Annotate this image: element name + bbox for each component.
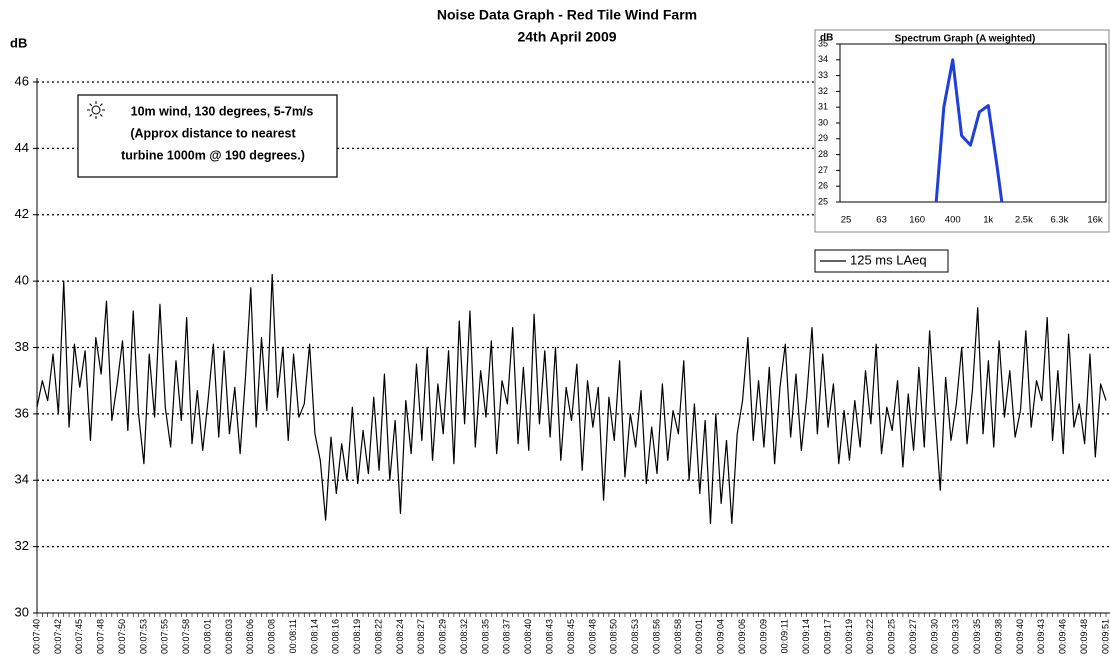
inset-y-tick-label: 29 xyxy=(818,133,828,143)
inset-y-tick-label: 26 xyxy=(818,181,828,191)
y-axis-label: dB xyxy=(10,35,27,50)
inset-y-tick-label: 25 xyxy=(818,196,828,206)
y-tick-label: 36 xyxy=(15,405,29,420)
inset-x-tick-label: 16k xyxy=(1087,215,1103,226)
y-tick-label: 32 xyxy=(15,538,29,553)
x-tick-label: 00:08:32 xyxy=(459,619,469,654)
y-tick-label: 42 xyxy=(15,206,29,221)
x-tick-label: 00:09:38 xyxy=(993,619,1003,654)
x-tick-label: 00:08:19 xyxy=(352,619,362,654)
x-tick-label: 00:08:35 xyxy=(480,619,490,654)
x-tick-label: 00:09:27 xyxy=(908,619,918,654)
inset-x-tick-label: 2.5k xyxy=(1015,215,1033,226)
inset-y-tick-label: 27 xyxy=(818,165,828,175)
x-tick-label: 00:09:43 xyxy=(1036,619,1046,654)
y-tick-label: 44 xyxy=(15,140,29,155)
inset-y-tick-label: 31 xyxy=(818,102,828,112)
x-tick-label: 00:09:30 xyxy=(929,619,939,654)
x-tick-label: 00:09:22 xyxy=(865,619,875,654)
legend-label: 125 ms LAeq xyxy=(850,252,927,267)
sun-ray xyxy=(99,113,103,117)
x-tick-label: 00:08:48 xyxy=(587,619,597,654)
x-tick-label: 00:08:37 xyxy=(502,619,512,654)
x-tick-label: 00:09:19 xyxy=(844,619,854,654)
x-tick-label: 00:08:27 xyxy=(416,619,426,654)
x-tick-label: 00:07:48 xyxy=(96,619,106,654)
sun-ray xyxy=(89,103,93,107)
inset-y-tick-label: 35 xyxy=(818,38,828,48)
x-tick-label: 00:09:14 xyxy=(801,619,811,654)
inset-y-tick-label: 28 xyxy=(818,149,828,159)
chart-subtitle: 24th April 2009 xyxy=(517,29,616,45)
x-tick-label: 00:08:22 xyxy=(373,619,383,654)
x-tick-label: 00:08:06 xyxy=(245,619,255,654)
x-tick-label: 00:09:11 xyxy=(780,619,790,653)
y-tick-label: 38 xyxy=(15,339,29,354)
x-tick-label: 00:08:50 xyxy=(609,619,619,654)
x-tick-label: 00:09:04 xyxy=(716,619,726,654)
x-tick-label: 00:07:45 xyxy=(74,619,84,654)
x-tick-label: 00:09:48 xyxy=(1079,619,1089,654)
x-tick-label: 00:07:55 xyxy=(160,619,170,654)
inset-y-tick-label: 30 xyxy=(818,117,828,127)
inset-x-tick-label: 160 xyxy=(909,215,925,226)
x-tick-label: 00:08:16 xyxy=(331,619,341,654)
y-tick-label: 34 xyxy=(15,472,29,487)
data-line xyxy=(934,58,1004,202)
x-tick-label: 00:09:40 xyxy=(1015,619,1025,654)
inset-x-tick-label: 25 xyxy=(841,215,852,226)
x-tick-label: 00:09:35 xyxy=(972,619,982,654)
inset-title: Spectrum Graph (A weighted) xyxy=(895,34,1036,45)
inset-x-tick-label: 1k xyxy=(983,215,993,226)
sun-core xyxy=(91,105,101,115)
x-tick-label: 00:08:58 xyxy=(673,619,683,654)
sun-icon xyxy=(87,101,105,119)
inset-y-tick-label: 33 xyxy=(818,70,828,80)
x-tick-label: 00:09:06 xyxy=(737,619,747,654)
x-tick-label: 00:09:33 xyxy=(951,619,961,654)
y-tick-label: 40 xyxy=(15,273,29,288)
annotation-text: (Approx distance to nearest xyxy=(130,126,296,140)
x-tick-label: 00:09:01 xyxy=(694,619,704,654)
x-tick-label: 00:08:40 xyxy=(523,619,533,654)
x-tick-label: 00:09:17 xyxy=(822,619,832,654)
annotation-text: turbine 1000m @ 190 degrees.) xyxy=(121,148,305,162)
y-tick-label: 46 xyxy=(15,73,29,88)
annotation-box xyxy=(77,94,338,178)
x-tick-label: 00:09:25 xyxy=(887,619,897,654)
x-tick-label: 00:07:53 xyxy=(138,619,148,654)
inset-x-tick-label: 6.3k xyxy=(1050,215,1068,226)
x-tick-label: 00:08:03 xyxy=(224,619,234,654)
chart-title: Noise Data Graph - Red Tile Wind Farm xyxy=(437,7,697,23)
sun-ray xyxy=(89,113,93,117)
inset-x-tick-label: 400 xyxy=(945,215,961,226)
legend-box xyxy=(814,249,949,273)
x-tick-label: 00:08:29 xyxy=(438,619,448,654)
x-tick-label: 00:07:58 xyxy=(181,619,191,654)
inset-x-tick-label: 63 xyxy=(876,215,887,226)
annotation-text: 10m wind, 130 degrees, 5-7m/s xyxy=(131,104,314,118)
x-tick-label: 00:09:09 xyxy=(758,619,768,654)
x-tick-label: 00:07:50 xyxy=(117,619,127,654)
x-tick-label: 00:07:42 xyxy=(53,619,63,654)
x-tick-label: 00:08:45 xyxy=(566,619,576,654)
x-tick-label: 00:09:46 xyxy=(1058,619,1068,654)
inset-y-tick-label: 34 xyxy=(818,54,828,64)
data-line xyxy=(36,273,1107,524)
x-tick-label: 00:08:24 xyxy=(395,619,405,654)
x-tick-label: 00:08:14 xyxy=(309,619,319,654)
x-tick-label: 00:08:43 xyxy=(544,619,554,654)
x-tick-label: 00:07:40 xyxy=(31,619,41,654)
x-tick-label: 00:08:01 xyxy=(202,619,212,654)
x-tick-label: 00:08:11 xyxy=(288,619,298,653)
inset-y-label: dB xyxy=(820,33,833,44)
y-tick-label: 30 xyxy=(15,604,29,619)
x-tick-label: 00:08:08 xyxy=(267,619,277,654)
x-tick-label: 00:08:53 xyxy=(630,619,640,654)
sun-ray xyxy=(99,103,103,107)
inset-y-tick-label: 32 xyxy=(818,86,828,96)
x-tick-label: 00:09:51 xyxy=(1100,619,1110,654)
x-tick-label: 00:08:56 xyxy=(651,619,661,654)
